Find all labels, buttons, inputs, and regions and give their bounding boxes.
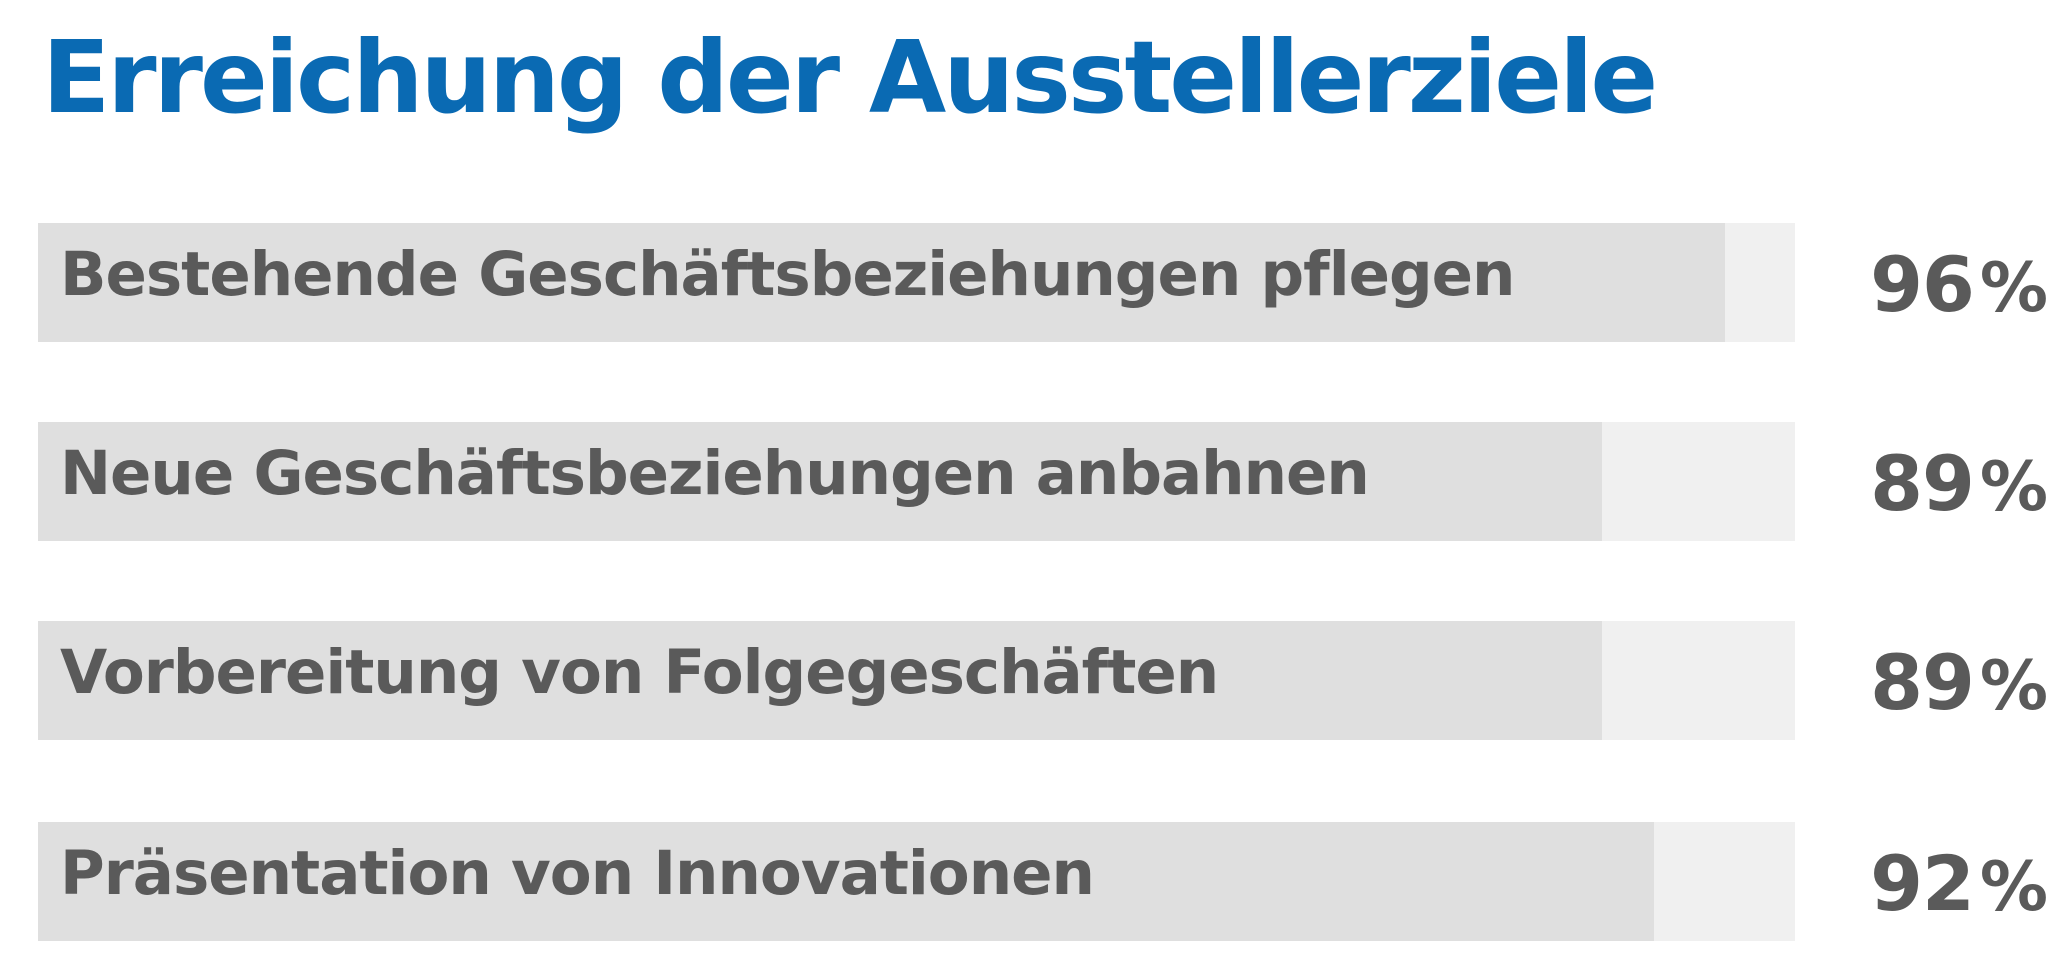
bar-row: Präsentation von Innovationen 92% <box>38 822 2050 941</box>
bar-row: Neue Geschäftsbeziehungen anbahnen 89% <box>38 422 2050 541</box>
chart-title: Erreichung der Ausstellerziele <box>42 19 1658 136</box>
bar-row: Bestehende Geschäftsbeziehungen pflegen 9… <box>38 223 2050 342</box>
bar <box>38 422 1602 541</box>
data-label: 96% <box>1852 223 2048 342</box>
bar-track: Vorbereitung von Folgegeschäften <box>38 621 1795 740</box>
category-label: Präsentation von Innovationen <box>60 838 1095 909</box>
data-label-value: 89 <box>1870 439 1975 528</box>
data-label-unit: % <box>1979 647 2048 726</box>
bar <box>38 822 1654 941</box>
data-label: 89% <box>1852 422 2048 541</box>
data-label: 92% <box>1852 822 2048 941</box>
bar <box>38 621 1602 740</box>
category-label: Bestehende Geschäftsbeziehungen pflegen <box>60 239 1515 310</box>
bar-track: Neue Geschäftsbeziehungen anbahnen <box>38 422 1795 541</box>
bar-track: Präsentation von Innovationen <box>38 822 1795 941</box>
data-label-value: 92 <box>1870 839 1975 928</box>
data-label-unit: % <box>1979 249 2048 328</box>
data-label: 89% <box>1852 621 2048 740</box>
category-label: Vorbereitung von Folgegeschäften <box>60 637 1219 708</box>
data-label-unit: % <box>1979 848 2048 927</box>
data-label-value: 96 <box>1870 240 1975 329</box>
data-label-unit: % <box>1979 448 2048 527</box>
data-label-value: 89 <box>1870 638 1975 727</box>
bar-row: Vorbereitung von Folgegeschäften 89% <box>38 621 2050 740</box>
bar <box>38 223 1725 342</box>
category-label: Neue Geschäftsbeziehungen anbahnen <box>60 438 1370 509</box>
bar-track: Bestehende Geschäftsbeziehungen pflegen <box>38 223 1795 342</box>
